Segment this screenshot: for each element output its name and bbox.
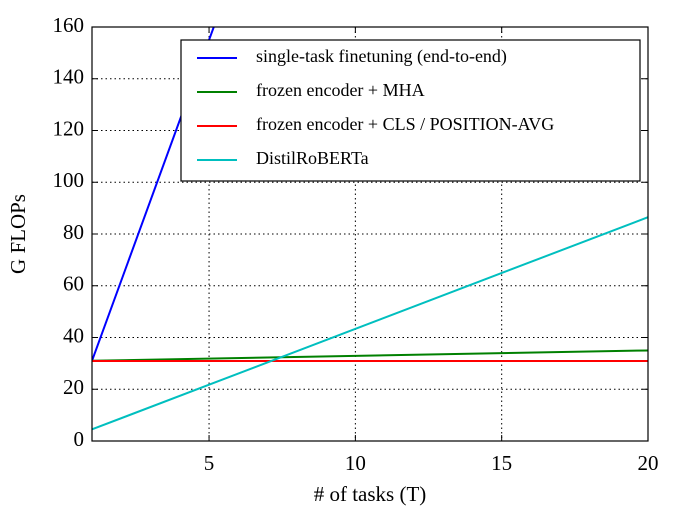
y-tick-label: 80 <box>63 220 84 244</box>
x-tick-label: 20 <box>638 451 659 475</box>
plot-frame <box>91 26 649 442</box>
legend-box <box>180 39 641 182</box>
x-tick-label: 15 <box>491 451 512 475</box>
y-tick-label: 100 <box>53 168 85 192</box>
y-tick-label: 120 <box>53 116 85 140</box>
legend-label: frozen encoder + MHA <box>256 80 425 100</box>
y-tick-label: 20 <box>63 375 84 399</box>
legend-label: DistilRoBERTa <box>256 148 369 168</box>
legend-label: frozen encoder + CLS / POSITION-AVG <box>256 114 554 134</box>
legend-label: single-task finetuning (end-to-end) <box>256 46 507 67</box>
y-tick-label: 40 <box>63 323 84 347</box>
y-axis-label: G FLOPs <box>6 194 30 274</box>
series-line <box>92 216 648 431</box>
y-tick-label: 160 <box>53 13 85 37</box>
x-tick-label: 5 <box>204 451 215 475</box>
x-axis-label: # of tasks (T) <box>314 482 427 506</box>
y-tick-label: 0 <box>74 427 85 451</box>
series-line <box>92 349 648 362</box>
y-tick-label: 60 <box>63 272 84 296</box>
y-tick-label: 140 <box>53 65 85 89</box>
x-tick-label: 10 <box>345 451 366 475</box>
